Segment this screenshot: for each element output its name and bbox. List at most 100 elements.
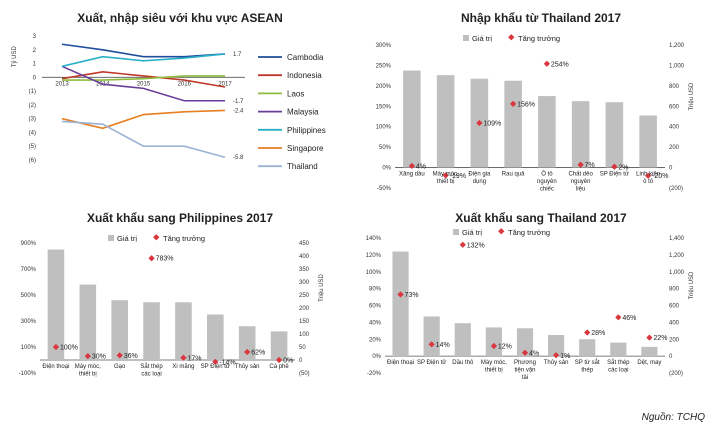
chart-title: Xuất khẩu sang Thailand 2017 [455, 211, 627, 225]
growth-marker [646, 334, 653, 341]
legend-bar-label: Giá trị [462, 228, 482, 237]
category-label: Thủy sản [544, 359, 569, 366]
right-axis-label: Triệu USD [319, 273, 325, 301]
right-tick-label: 0 [669, 166, 673, 172]
growth-label: 100% [60, 345, 78, 352]
growth-label: -19% [450, 173, 466, 180]
category-label: Rau quả [502, 172, 525, 178]
left-tick-label: 100% [376, 125, 392, 131]
legend-label: Malaysia [287, 108, 319, 117]
chart-title: Xuất khẩu sang Philippines 2017 [87, 211, 273, 225]
growth-label: 17% [187, 355, 201, 362]
growth-label: 109% [483, 121, 501, 128]
growth-label: 62% [251, 349, 265, 356]
legend-bar-label: Giá trị [117, 234, 137, 243]
x-tick-label: 2013 [55, 81, 69, 87]
right-tick-label: 450 [299, 241, 310, 247]
right-tick-label: 600 [669, 104, 680, 110]
y-tick-label: (4) [29, 130, 36, 136]
left-tick-label: 50% [379, 145, 392, 151]
thailand-import-chart: Nhập khẩu từ Thailand 2017 Giá trị Tăng t… [376, 11, 695, 193]
right-tick-label: (200) [669, 186, 683, 192]
left-tick-label: 300% [21, 319, 37, 325]
category-label: SP Điện tử [600, 171, 629, 178]
philippines-export-chart: Xuất khẩu sang Philippines 2017 Giá trị T… [19, 211, 325, 378]
category-label: Dầu thô [452, 360, 474, 366]
growth-label: 22% [653, 335, 667, 342]
right-tick-label: 1,200 [669, 43, 685, 49]
series-line-singapore [61, 109, 226, 130]
bar [111, 300, 128, 360]
legend-marker-label: Tăng trưởng [163, 234, 205, 243]
growth-label: -14% [219, 359, 235, 366]
growth-label: 254% [551, 61, 569, 68]
bar [571, 101, 590, 168]
right-tick-label: 1,000 [669, 270, 685, 276]
left-tick-label: 200% [376, 84, 392, 90]
bar [270, 331, 288, 360]
left-tick-label: -20% [367, 371, 382, 377]
growth-label: 156% [517, 101, 535, 108]
growth-marker [459, 241, 466, 248]
right-tick-label: 400 [299, 254, 310, 260]
bar [79, 284, 97, 360]
left-tick-label: 250% [376, 63, 392, 69]
right-tick-label: (200) [669, 371, 683, 377]
growth-label: 0% [283, 358, 293, 365]
left-tick-label: 300% [376, 43, 392, 49]
bar [47, 249, 65, 360]
right-tick-label: 400 [669, 125, 680, 131]
bar [403, 70, 421, 168]
right-tick-label: 200 [669, 337, 680, 343]
right-tick-label: 1,200 [669, 253, 685, 259]
category-label: Điện thoại [387, 360, 414, 366]
left-tick-label: -100% [19, 371, 37, 377]
bar [175, 302, 192, 360]
thailand-export-chart: Xuất khẩu sang Thailand 2017 Giá trị Tăng… [366, 211, 695, 381]
left-tick-label: 20% [369, 337, 382, 343]
series-line-indonesia [61, 71, 226, 88]
left-tick-label: 500% [21, 293, 37, 299]
bar [238, 326, 256, 360]
asean-trade-balance-chart: Xuất, nhập siêu với khu vực ASEAN Tỷ USD… [11, 11, 326, 171]
chart-title: Xuất, nhập siêu với khu vực ASEAN [77, 11, 283, 25]
category-label: Linh kiện ô tô [636, 172, 660, 186]
category-label: Ô tô nguyên chiếc [537, 171, 557, 193]
legend-label: Philippines [287, 126, 326, 135]
series-line-cambodia [61, 43, 226, 58]
category-label: Chất dẻo nguyên liệu [568, 172, 593, 193]
growth-marker [408, 162, 415, 170]
left-tick-label: -50% [377, 186, 392, 192]
category-label: Máy móc, thiết bị [433, 172, 459, 186]
left-tick-label: 0% [382, 166, 391, 172]
right-tick-label: 0 [299, 358, 303, 364]
left-tick-label: 900% [21, 241, 37, 247]
left-tick-label: 700% [21, 267, 37, 273]
right-tick-label: 1,000 [669, 63, 685, 69]
series-line-laos [62, 75, 225, 81]
growth-marker [397, 291, 404, 298]
category-label: Gạo [114, 364, 126, 370]
bar [143, 302, 160, 360]
right-tick-label: 800 [669, 287, 680, 293]
legend-bar-swatch [108, 235, 114, 241]
y-tick-label: (1) [29, 89, 36, 95]
growth-marker [543, 60, 550, 67]
growth-label: 4% [416, 163, 426, 170]
legend-marker-swatch [498, 228, 505, 235]
end-value-label: -1.7 [233, 99, 244, 105]
growth-label: 4% [529, 350, 539, 357]
right-axis-label: Triệu USD [689, 271, 695, 299]
bar [436, 75, 455, 168]
legend-label: Thailand [287, 162, 318, 171]
end-value-label: -2.4 [233, 108, 244, 114]
growth-label: 12% [498, 344, 512, 351]
growth-label: 46% [622, 315, 636, 322]
category-label: Sắt thép các loại [607, 359, 630, 374]
y-tick-label: (6) [29, 158, 36, 164]
right-tick-label: 350 [299, 267, 310, 273]
category-label: Xăng dầu [399, 172, 425, 178]
category-label: Điện thoại [42, 364, 69, 370]
category-label: Sắt thép các loại [140, 363, 163, 378]
